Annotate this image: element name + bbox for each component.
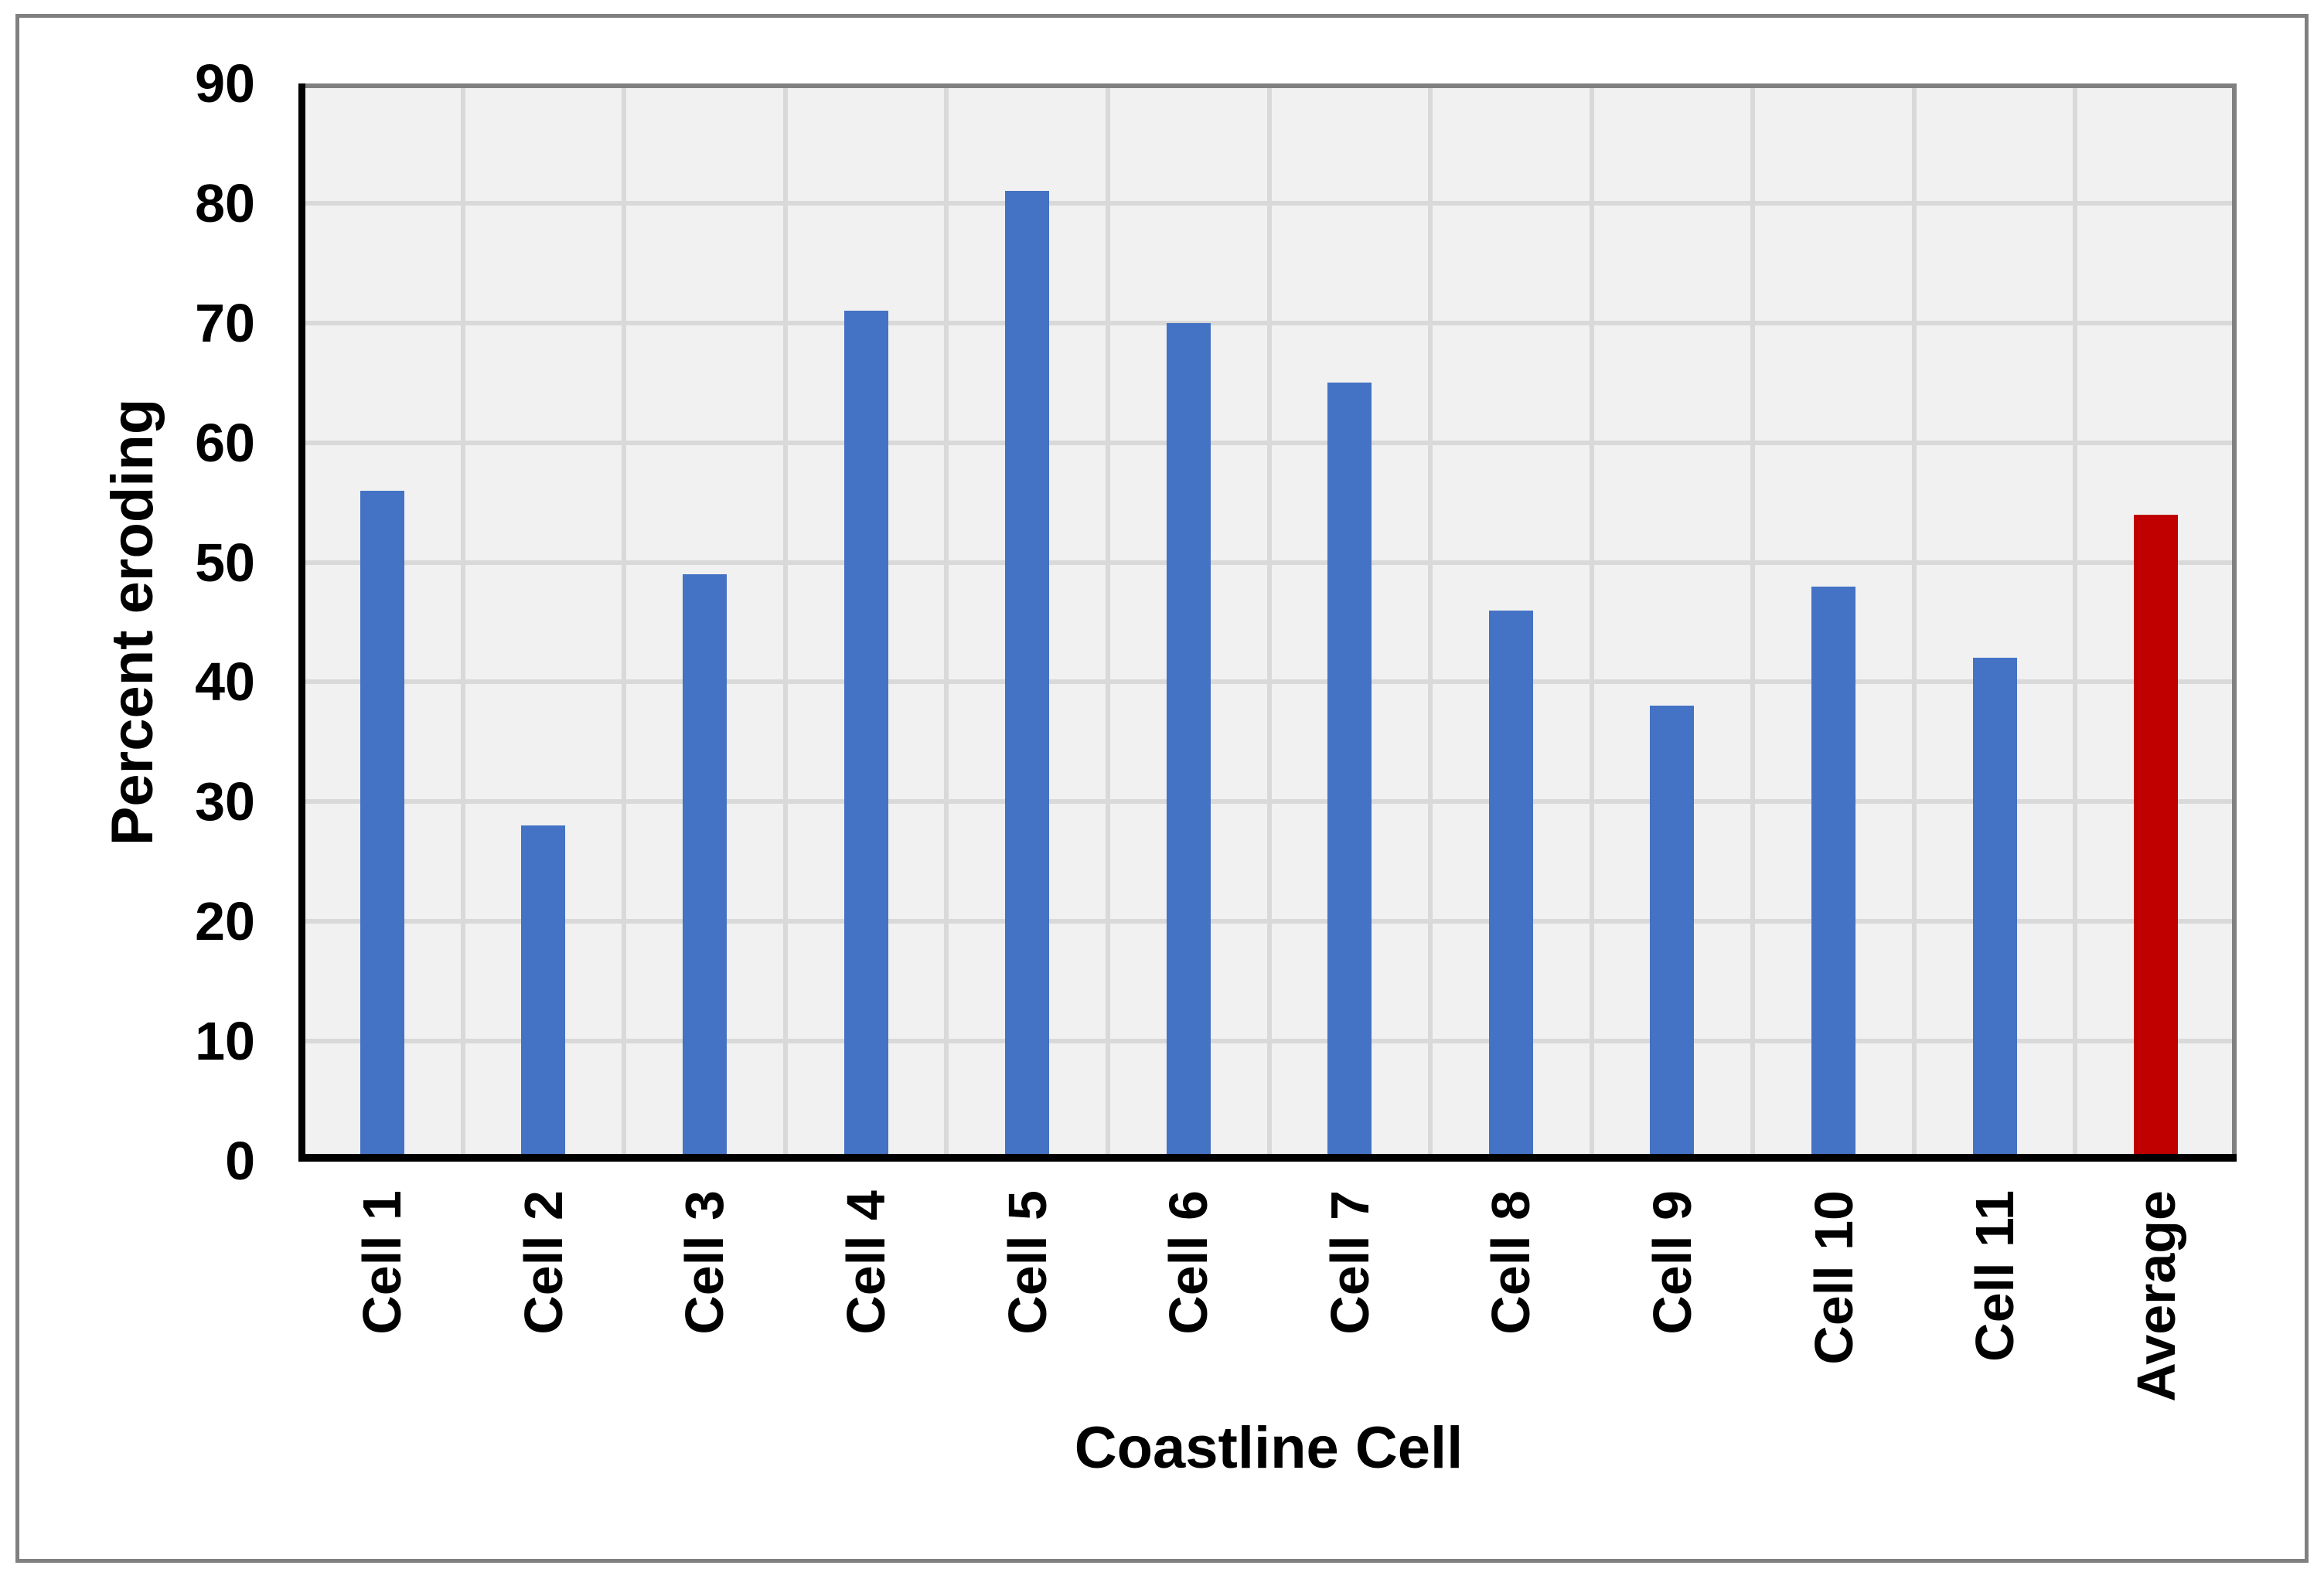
x-category-label-cell-7: Cell 7 xyxy=(1319,1190,1380,1335)
x-gridline-8 xyxy=(1589,83,1594,1161)
y-tick-label-30: 30 xyxy=(195,771,255,832)
x-category-label-cell-1: Cell 1 xyxy=(352,1190,413,1335)
x-axis-title: Coastline Cell xyxy=(1074,1415,1464,1481)
x-gridline-11 xyxy=(2073,83,2078,1161)
bar-cell-10 xyxy=(1811,586,1856,1161)
x-axis-line xyxy=(298,1154,2237,1162)
x-category-label-cell-9: Cell 9 xyxy=(1641,1190,1702,1335)
bar-cell-9 xyxy=(1650,706,1695,1161)
bar-cell-6 xyxy=(1166,322,1211,1161)
x-category-label-cell-8: Cell 8 xyxy=(1481,1190,1542,1335)
plot-top-border xyxy=(302,83,2237,88)
bar-cell-4 xyxy=(843,311,888,1161)
x-category-label-cell-6: Cell 6 xyxy=(1158,1190,1219,1335)
plot-right-border xyxy=(2232,83,2237,1161)
x-category-label-cell-5: Cell 5 xyxy=(997,1190,1058,1335)
x-gridline-4 xyxy=(944,83,949,1161)
bar-cell-5 xyxy=(1005,191,1050,1161)
bar-cell-3 xyxy=(682,574,727,1161)
x-category-label-cell-11: Cell 11 xyxy=(1964,1190,2026,1362)
bar-average xyxy=(2134,514,2179,1161)
y-tick-label-10: 10 xyxy=(195,1011,255,1072)
x-gridline-10 xyxy=(1911,83,1917,1161)
x-gridline-6 xyxy=(1266,83,1272,1161)
x-gridline-7 xyxy=(1428,83,1433,1161)
y-tick-label-60: 60 xyxy=(195,412,255,473)
bar-cell-7 xyxy=(1327,383,1372,1161)
plot-area xyxy=(302,83,2237,1161)
x-gridline-9 xyxy=(1750,83,1756,1161)
y-tick-label-70: 70 xyxy=(195,292,255,353)
y-tick-label-50: 50 xyxy=(195,532,255,593)
x-gridline-2 xyxy=(622,83,627,1161)
y-tick-label-40: 40 xyxy=(195,652,255,713)
y-axis-title: Percent eroding xyxy=(100,398,165,846)
bar-cell-2 xyxy=(521,825,566,1161)
x-category-label-cell-10: Cell 10 xyxy=(1803,1190,1864,1365)
x-gridline-5 xyxy=(1105,83,1110,1161)
bar-cell-11 xyxy=(1972,658,2017,1161)
y-tick-label-20: 20 xyxy=(195,891,255,952)
x-category-label-average: Average xyxy=(2125,1190,2186,1402)
y-axis-line xyxy=(298,83,305,1161)
x-gridline-3 xyxy=(782,83,788,1161)
x-gridline-1 xyxy=(460,83,465,1161)
x-category-label-cell-4: Cell 4 xyxy=(836,1190,897,1335)
x-category-label-cell-2: Cell 2 xyxy=(513,1190,574,1335)
bar-cell-8 xyxy=(1488,610,1533,1161)
bar-cell-1 xyxy=(360,490,404,1161)
y-tick-label-80: 80 xyxy=(195,172,255,233)
x-category-label-cell-3: Cell 3 xyxy=(674,1190,735,1335)
y-tick-label-90: 90 xyxy=(195,53,255,114)
y-tick-label-0: 0 xyxy=(225,1131,255,1191)
